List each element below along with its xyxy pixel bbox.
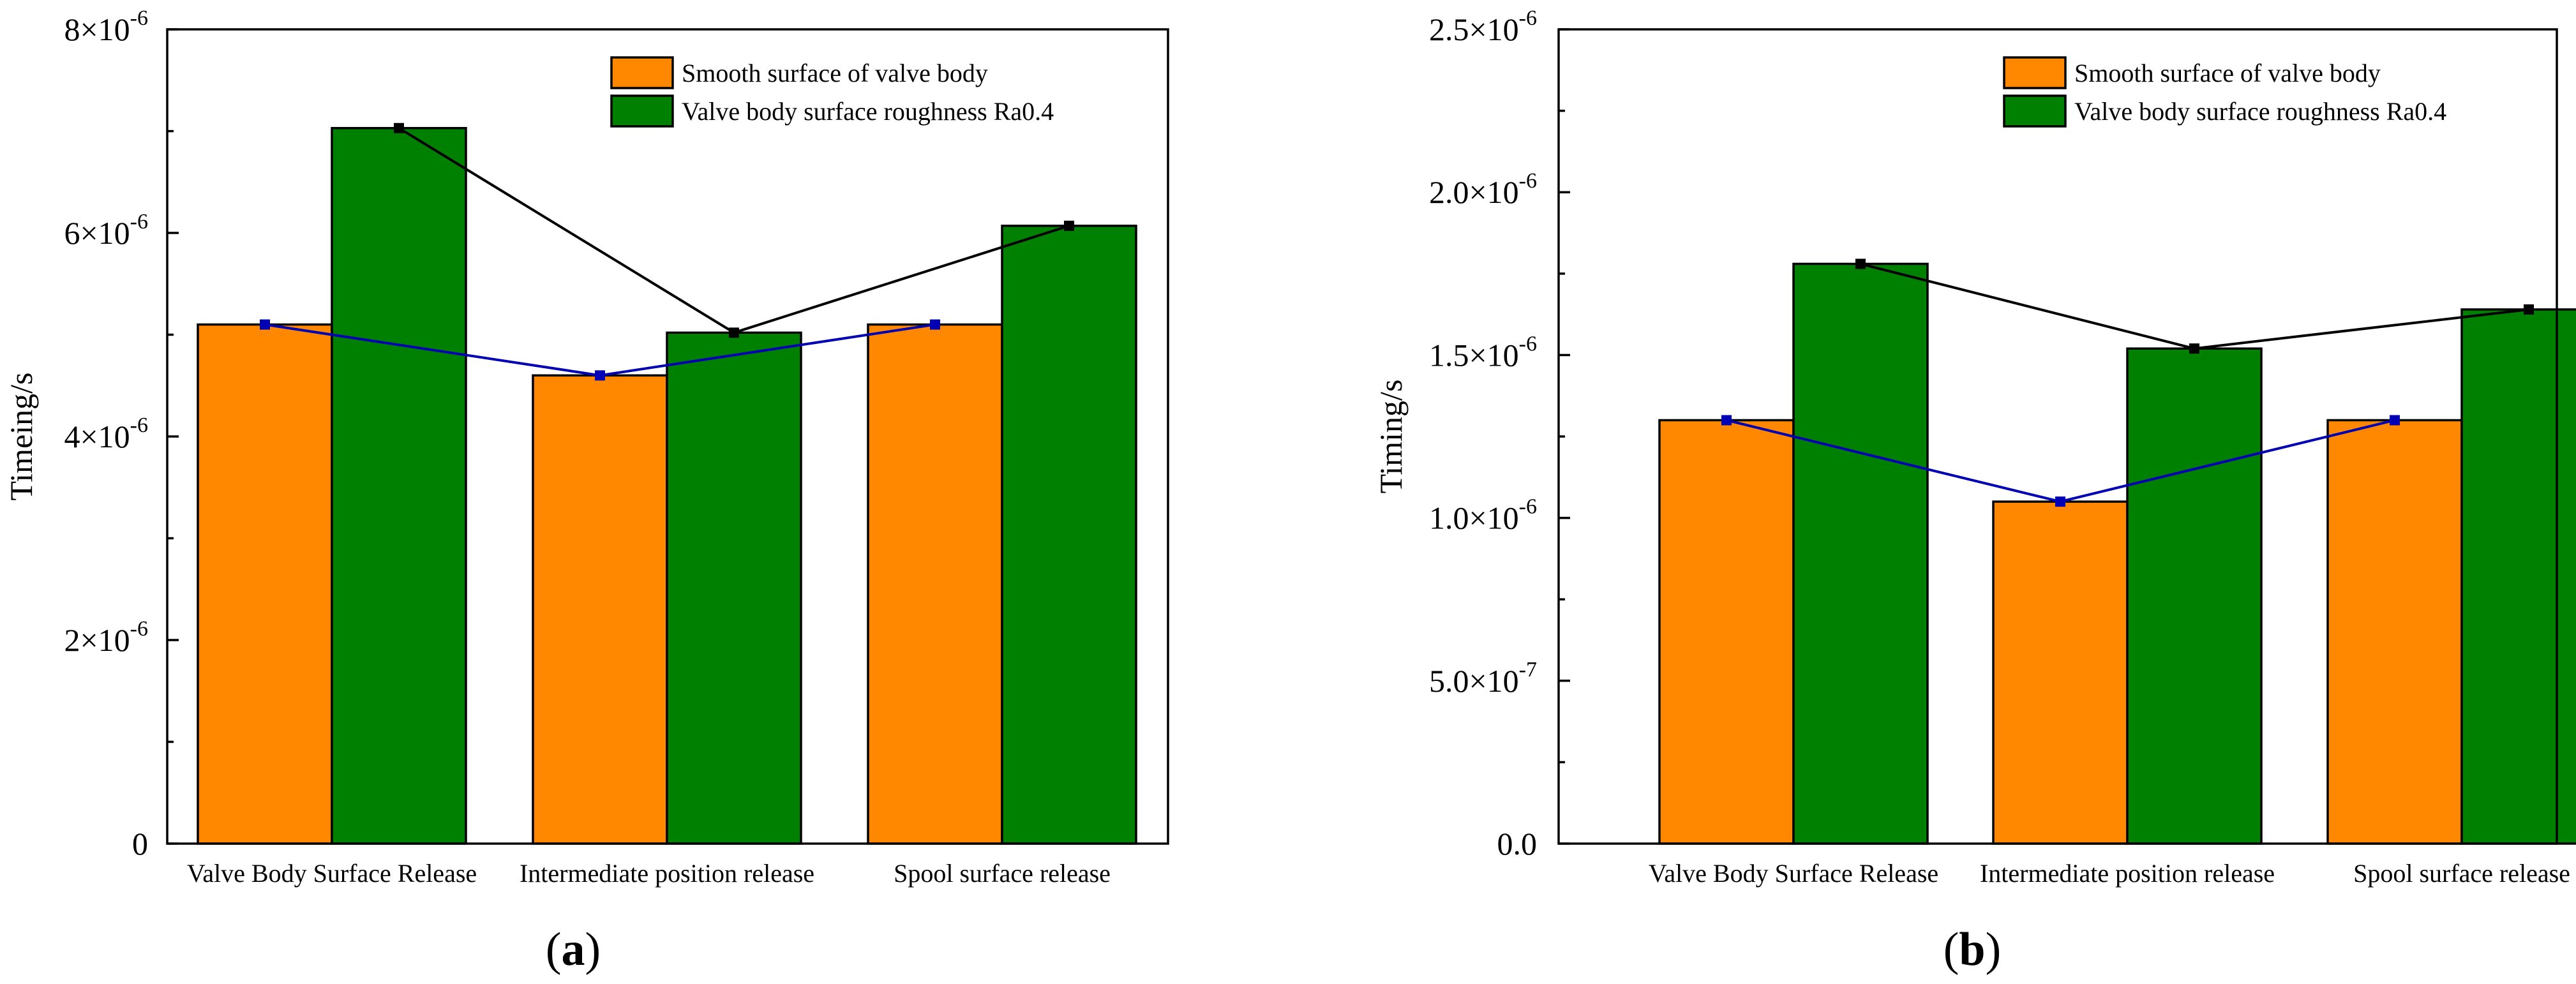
panel-b-bar-smooth-1 bbox=[1658, 419, 1795, 845]
panel-a-trend-marker-rough-2 bbox=[729, 327, 739, 338]
panel-a-y-tick-label: 8×10-6 bbox=[64, 6, 148, 47]
panel-a-trend-marker-rough-3 bbox=[1064, 220, 1074, 231]
panel-a-y-tick-label: 2×10-6 bbox=[64, 617, 148, 658]
panel-b-y-tick-label: 2.0×10-6 bbox=[1429, 169, 1537, 210]
panel-b-bar-smooth-3 bbox=[2326, 419, 2463, 845]
panel-a-bar-rough-1 bbox=[331, 126, 467, 845]
panel-a-trend-marker-smooth-2 bbox=[595, 370, 605, 381]
panel-a-y-axis-title: Timeing/s bbox=[3, 372, 39, 500]
panel-a-bar-rough-3 bbox=[1001, 225, 1137, 845]
panel-b-bar-rough-3 bbox=[2460, 308, 2576, 845]
panel-b-trend-marker-rough-1 bbox=[1855, 258, 1866, 269]
panel-a-legend-swatch-rough bbox=[610, 94, 674, 128]
panel-a-bar-smooth-3 bbox=[867, 323, 1003, 845]
panel-b-trend-marker-rough-2 bbox=[2189, 343, 2199, 354]
panel-b-y-tick-label: 2.5×10-6 bbox=[1429, 6, 1537, 47]
panel-a-trend-marker-rough-1 bbox=[394, 123, 404, 133]
panel-b-label: (b) bbox=[1943, 923, 2001, 976]
panel-b-trend-marker-smooth-1 bbox=[1721, 415, 1732, 426]
panel-a-legend-label-smooth: Smooth surface of valve body bbox=[682, 59, 988, 87]
panel-a-bar-smooth-1 bbox=[197, 323, 333, 845]
panel-b-bar-rough-1 bbox=[1792, 262, 1929, 845]
panel-b-legend-swatch-smooth bbox=[2003, 56, 2067, 89]
panel-a-trend-marker-smooth-1 bbox=[260, 319, 270, 330]
panel-b-trend-marker-rough-3 bbox=[2524, 304, 2534, 315]
panel-b-legend-swatch-rough bbox=[2003, 94, 2067, 128]
panel-a-x-tick-label: Spool surface release bbox=[894, 859, 1111, 888]
panel-a-bar-rough-2 bbox=[666, 331, 802, 845]
chart-panel-a: 0 2×10-6 4×10-6 6×10-6 8×10-6 Valve Body Surf… bbox=[3, 6, 1169, 976]
panel-a-legend-label-rough: Valve body surface roughness Ra0.4 bbox=[682, 97, 1054, 126]
panel-a-trend-marker-smooth-3 bbox=[930, 319, 940, 330]
panel-b-legend-label-rough: Valve body surface roughness Ra0.4 bbox=[2074, 97, 2446, 126]
panel-b-legend-label-smooth: Smooth surface of valve body bbox=[2074, 59, 2381, 87]
chart-panel-b: 0.0 5.0×10-7 1.0×10-6 1.5×10-6 2.0×10-6 2.5×1… bbox=[1373, 6, 2576, 976]
panel-b-trend-marker-smooth-2 bbox=[2055, 496, 2065, 507]
panel-b-bar-smooth-2 bbox=[1992, 500, 2129, 845]
panel-b-y-axis-title: Timing/s bbox=[1373, 380, 1409, 494]
panel-b-bar-rough-2 bbox=[2126, 347, 2263, 845]
panel-b-x-tick-label: Valve Body Surface Release bbox=[1649, 859, 1938, 888]
panel-a-y-tick-label: 6×10-6 bbox=[64, 210, 148, 251]
panel-a-label: (a) bbox=[546, 923, 601, 976]
panel-a-bar-smooth-2 bbox=[532, 374, 668, 845]
panel-a-trend-line-rough bbox=[398, 127, 1070, 334]
panel-b-y-tick-label: 0.0 bbox=[1497, 826, 1538, 861]
panel-a-x-tick-label: Valve Body Surface Release bbox=[187, 859, 477, 888]
panel-a-legend-swatch-smooth bbox=[610, 56, 674, 89]
panel-a-x-tick-label: Intermediate position release bbox=[520, 859, 814, 888]
panel-b-x-tick-label: Intermediate position release bbox=[1980, 859, 2275, 888]
panel-b-y-tick-label: 1.5×10-6 bbox=[1429, 332, 1537, 373]
panel-a-y-tick-label: 4×10-6 bbox=[64, 414, 148, 454]
panel-b-trend-marker-smooth-3 bbox=[2390, 415, 2400, 426]
panel-a-y-tick-label: 0 bbox=[132, 826, 148, 861]
panel-b-x-tick-label: Spool surface release bbox=[2353, 859, 2570, 888]
panel-b-trend-line-rough bbox=[1860, 262, 2529, 350]
panel-b-y-tick-label: 1.0×10-6 bbox=[1429, 495, 1537, 536]
panel-b-y-tick-label: 5.0×10-7 bbox=[1429, 658, 1537, 699]
